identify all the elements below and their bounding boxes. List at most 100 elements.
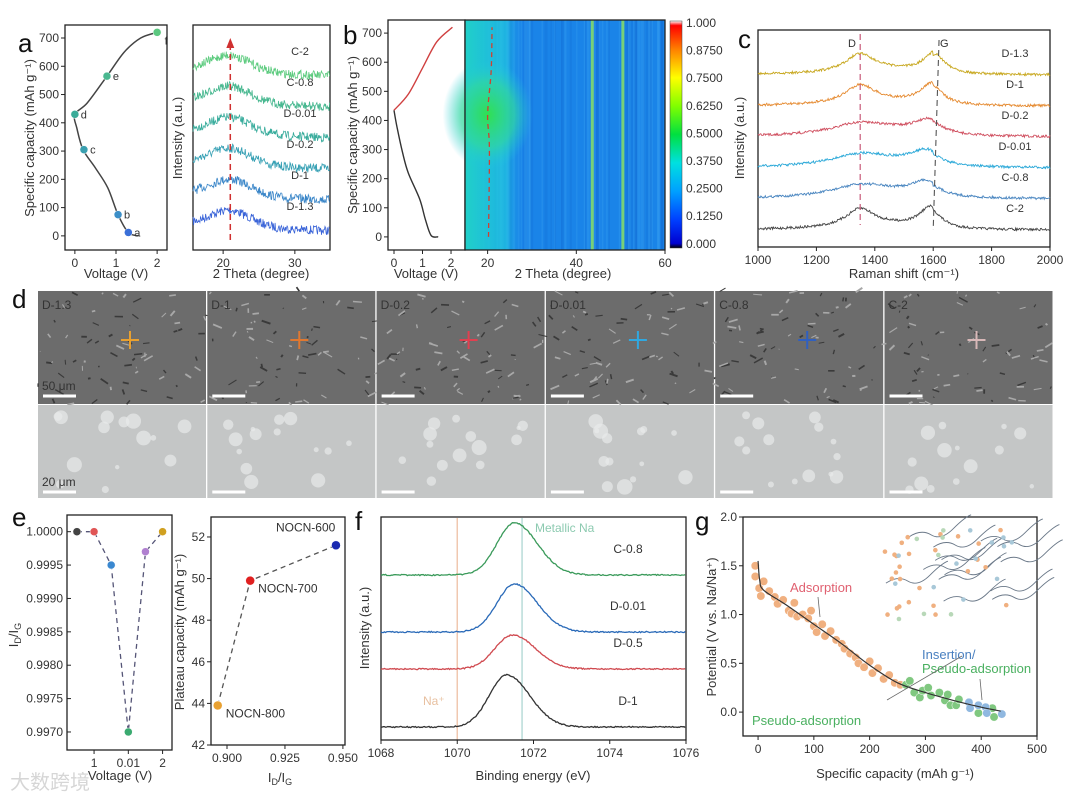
colorbar-tick-label: 0.1250 [686, 209, 723, 223]
b-left-y-tick-label: 300 [362, 143, 382, 157]
b-right-x-tick-label: 60 [658, 256, 672, 270]
optical-crystal [742, 411, 751, 420]
b-left-y-tick-label: 0 [375, 230, 382, 244]
schematic-na-atom [893, 570, 899, 575]
colorbar-tick-label: 0.7500 [686, 71, 723, 85]
sem-texture [548, 314, 554, 320]
schematic-graphene-layer [923, 547, 986, 570]
sem-texture [347, 306, 354, 310]
e-left-point [89, 527, 99, 536]
sem-texture [377, 359, 386, 366]
sem-texture [323, 350, 329, 353]
schematic-na-atom [998, 527, 1003, 533]
optical-crystal [475, 460, 485, 470]
sem-texture [689, 389, 696, 394]
heatmap-stripe [598, 20, 601, 250]
schematic-graphene-layer [991, 577, 1055, 600]
sem-texture [753, 293, 763, 296]
schematic-na-atom [961, 597, 966, 602]
g-annotation-adsorption: Adsorption [790, 580, 852, 595]
sem-texture [92, 322, 100, 326]
sem-texture [859, 385, 868, 391]
sem-texture [605, 362, 611, 368]
sem-texture [1039, 359, 1048, 363]
e-right-point-label: NOCN-700 [258, 582, 318, 596]
sem-texture [203, 315, 207, 321]
optical-crystal [98, 421, 110, 434]
e-left-xlabel: Voltage (V) [88, 768, 152, 783]
sem-texture [720, 363, 730, 368]
micrograph-column-D-0.2 [376, 291, 545, 498]
sem-texture [807, 324, 814, 329]
xps-series-label: C-0.8 [613, 542, 643, 556]
sem-texture [855, 286, 863, 294]
sem-texture [888, 344, 896, 351]
xps-series-label: D-0.5 [613, 636, 643, 650]
heatmap-stripe [554, 20, 557, 250]
optical-crystal [1001, 423, 1007, 430]
schematic-na-atom [1003, 602, 1009, 608]
g-point-adsorption [865, 656, 875, 666]
sem-texture [260, 363, 264, 368]
sem-texture [982, 346, 987, 352]
sem-texture [826, 395, 830, 399]
sem-texture [819, 292, 823, 297]
a-right-x-tick-label: 30 [288, 256, 302, 270]
sem-texture [1036, 349, 1044, 352]
heatmap-sharp-line [621, 20, 625, 250]
sem-texture [131, 357, 136, 362]
g-y-tick-label: 1.0 [720, 608, 737, 622]
a-left-marker-label: b [124, 210, 130, 222]
a-left-marker-a [124, 228, 133, 237]
a-left-y-tick-label: 300 [39, 144, 59, 158]
xrd-series-D-0.01 [192, 112, 330, 143]
sem-texture [1019, 306, 1026, 310]
sem-texture [72, 359, 77, 363]
a-left-x-tick-label: 2 [154, 256, 161, 270]
micrograph-label: D-0.01 [550, 298, 586, 312]
xps-series-C-0.8 [380, 522, 686, 577]
a-left-y-tick-label: 200 [39, 172, 59, 186]
sem-texture [386, 328, 393, 335]
f-x-tick-label: 1072 [520, 746, 547, 760]
heatmap-stripe [530, 20, 534, 250]
crosshair-marker [121, 331, 139, 349]
heatmap-stripe [640, 20, 644, 250]
optical-crystal [516, 425, 521, 430]
sem-texture [91, 309, 96, 313]
sem-texture [241, 302, 250, 307]
schematic-na-atom [1001, 543, 1007, 549]
panel-letter-f: f [355, 506, 363, 536]
heatmap-stripe [586, 20, 590, 250]
sem-texture [1030, 355, 1039, 360]
sem-texture [317, 351, 322, 356]
e-left-x-tick-label: 0.01 [117, 756, 141, 770]
sem-texture [620, 317, 628, 321]
b-left-y-tick-label: 100 [362, 201, 382, 215]
sem-texture [828, 398, 837, 404]
sem-texture [919, 401, 926, 404]
sem-texture [731, 359, 739, 363]
xps-series-label: D-0.01 [610, 599, 646, 613]
sem-texture [553, 335, 560, 341]
f-xlabel: Binding energy (eV) [476, 768, 591, 783]
g-point-adsorption [812, 627, 822, 637]
sem-texture [712, 382, 720, 388]
schematic-na-atom [983, 564, 988, 570]
g-ylabel: Potential (V vs. Na/Na⁺) [704, 557, 719, 696]
g-fit-curve [757, 560, 1001, 712]
sem-texture [674, 382, 677, 385]
sem-texture [1011, 354, 1021, 359]
optical-crystal [636, 427, 646, 436]
heatmap-stripe [618, 20, 620, 250]
sem-texture [253, 320, 256, 323]
sem-texture [434, 351, 443, 355]
sem-texture [419, 390, 425, 395]
sem-texture [794, 368, 799, 371]
raman-series-C-0.8 [757, 177, 1051, 201]
panel-letter-g: g [695, 506, 709, 536]
schematic-na-atom [955, 534, 961, 539]
a-left-ylabel: Specific capacity (mAh g⁻¹) [22, 59, 37, 217]
sem-texture [306, 341, 312, 345]
